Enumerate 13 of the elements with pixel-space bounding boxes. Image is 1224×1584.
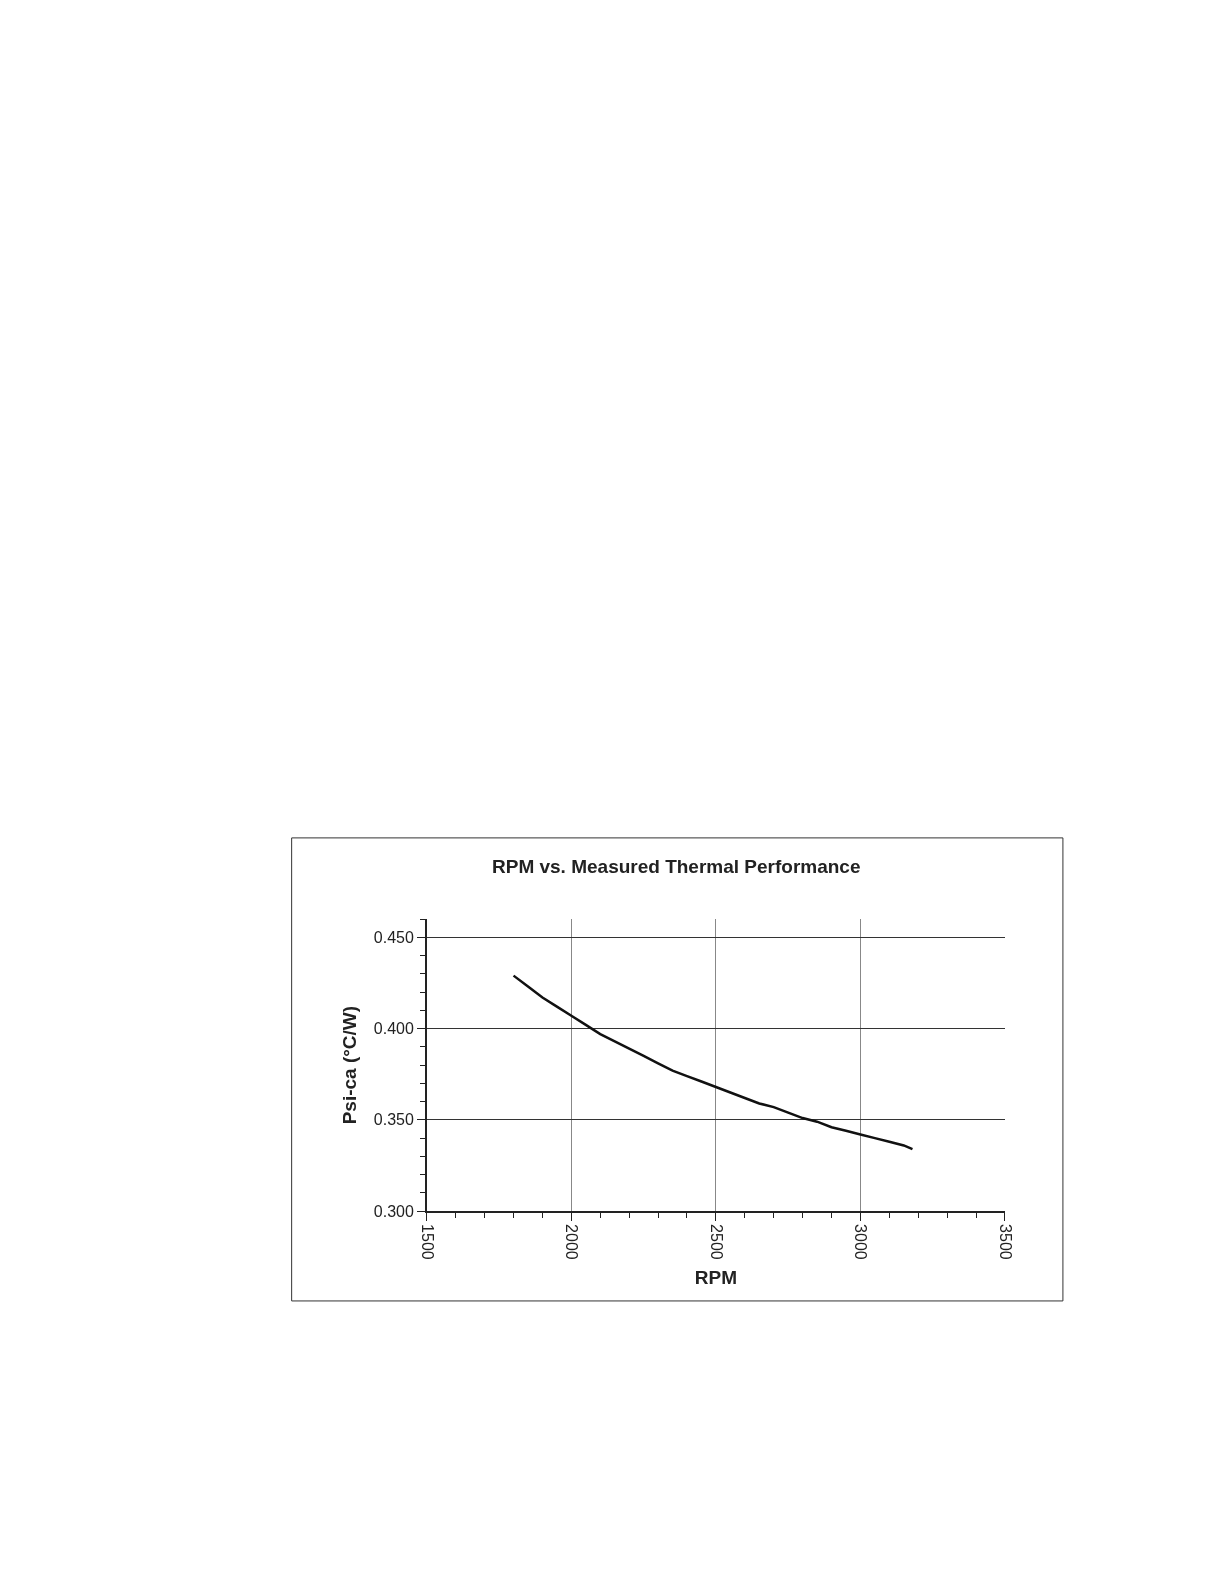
x-tick-label: 1500 — [418, 1224, 436, 1260]
y-tick-label: 0.450 — [373, 928, 414, 946]
x-axis-title: RPM — [694, 1267, 738, 1289]
y-tick-label: 0.350 — [373, 1111, 414, 1129]
x-tick-label: 2500 — [707, 1224, 725, 1260]
x-tick-label: 3500 — [996, 1224, 1014, 1260]
x-tick-label: 2000 — [563, 1224, 581, 1260]
chart-title: RPM vs. Measured Thermal Performance — [491, 856, 861, 878]
y-axis-title: Psi-ca (°C/W) — [339, 1005, 361, 1125]
x-tick-label: 3000 — [852, 1224, 870, 1260]
y-tick-label: 0.300 — [373, 1202, 414, 1220]
line-series — [512, 974, 914, 1151]
y-tick-label: 0.400 — [373, 1020, 414, 1038]
